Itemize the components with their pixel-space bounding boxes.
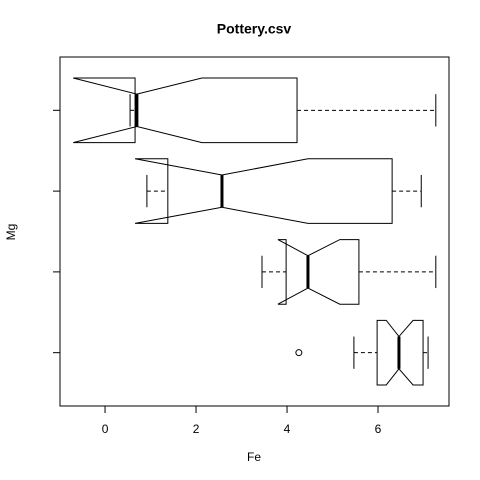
box (73, 77, 298, 144)
outlier (295, 349, 303, 357)
x-tick-label: 4 (284, 422, 291, 436)
box (376, 319, 424, 386)
box (134, 158, 393, 224)
chart-title: Pottery.csv (217, 21, 292, 37)
x-tick-label: 6 (375, 422, 382, 436)
x-axis-label: Fe (247, 450, 261, 464)
x-tick-label: 2 (193, 422, 200, 436)
y-axis-label: Mg (4, 224, 18, 241)
box (277, 239, 360, 305)
x-tick-label: 0 (102, 422, 109, 436)
plot-frame (59, 56, 450, 407)
